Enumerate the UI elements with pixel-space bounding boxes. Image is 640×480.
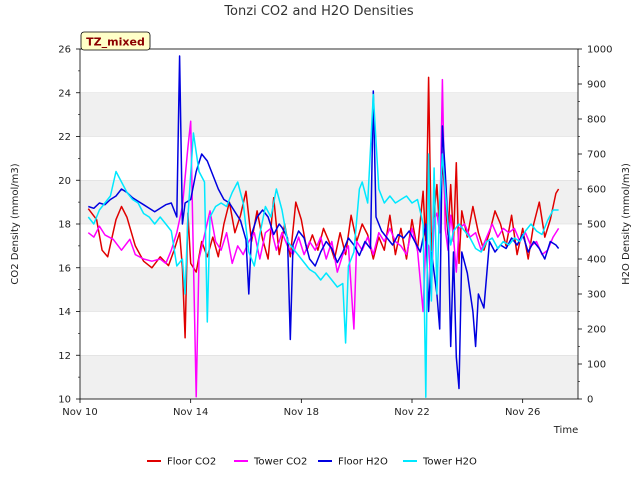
background-band — [80, 267, 578, 312]
y-left-tick-label: 24 — [58, 88, 71, 99]
y-axis-left-label: CO2 Density (mmol/m3) — [10, 163, 21, 284]
x-tick-label: Nov 26 — [505, 407, 540, 418]
y-axis-left: 10 12 14 16 18 20 22 24 26 — [58, 45, 80, 406]
x-tick-label: Nov 22 — [394, 407, 429, 418]
series-line-tower-co2 — [87, 78, 560, 398]
y-left-tick-label: 14 — [58, 307, 71, 318]
y-right-tick-label: 200 — [587, 325, 606, 336]
legend-label-floor-h2o: Floor H2O — [338, 457, 388, 468]
x-tick-label: Nov 14 — [173, 407, 208, 418]
chart-title: Tonzi CO2 and H2O Densities — [223, 4, 414, 19]
y-right-tick-label: 1000 — [587, 45, 612, 56]
y-right-tick-label: 800 — [587, 115, 606, 126]
y-right-tick-label: 0 — [587, 395, 593, 406]
series-line-tower-h2o — [87, 93, 559, 399]
series-line-floor-co2 — [87, 76, 560, 339]
legend-label-floor-co2: Floor CO2 — [167, 457, 216, 468]
y-right-tick-label: 100 — [587, 360, 606, 371]
y-right-tick-label: 600 — [587, 185, 606, 196]
y-right-tick-label: 400 — [587, 255, 606, 266]
y-left-tick-label: 12 — [58, 351, 71, 362]
legend-label-tower-h2o: Tower H2O — [422, 457, 477, 468]
y-left-tick-label: 18 — [58, 220, 71, 231]
x-axis-label: Time — [553, 425, 578, 436]
y-left-tick-label: 10 — [58, 395, 71, 406]
background-band — [80, 92, 578, 137]
annotation-box: TZ_mixed — [80, 31, 151, 51]
y-axis-right: 0 100 200 300 400 500 600 700 800 900 1000 — [578, 45, 612, 406]
y-right-tick-label: 500 — [587, 220, 606, 231]
background-band — [80, 355, 578, 399]
y-left-tick-label: 22 — [58, 132, 71, 143]
annotation-box-background — [80, 31, 151, 51]
background-band — [80, 180, 578, 224]
series-layer — [87, 55, 560, 399]
y-right-tick-label: 900 — [587, 80, 606, 91]
series-line-floor-h2o — [88, 55, 560, 390]
y-right-tick-label: 300 — [587, 290, 606, 301]
x-axis: Nov 10 Nov 14 Nov 18 Nov 22 Nov 26 — [62, 399, 540, 418]
legend-label-tower-co2: Tower CO2 — [253, 457, 307, 468]
y-left-tick-label: 20 — [58, 176, 71, 187]
legend: Floor CO2 Tower CO2 Floor H2O Tower H2O — [147, 457, 477, 468]
y-right-tick-label: 700 — [587, 150, 606, 161]
x-tick-label: Nov 18 — [284, 407, 319, 418]
y-left-tick-label: 16 — [58, 263, 71, 274]
y-axis-right-label: H2O Density (mmol/m3) — [621, 163, 632, 285]
annotation-text: TZ_mixed — [86, 36, 145, 49]
x-tick-label: Nov 10 — [62, 407, 97, 418]
y-left-tick-label: 26 — [58, 45, 71, 56]
